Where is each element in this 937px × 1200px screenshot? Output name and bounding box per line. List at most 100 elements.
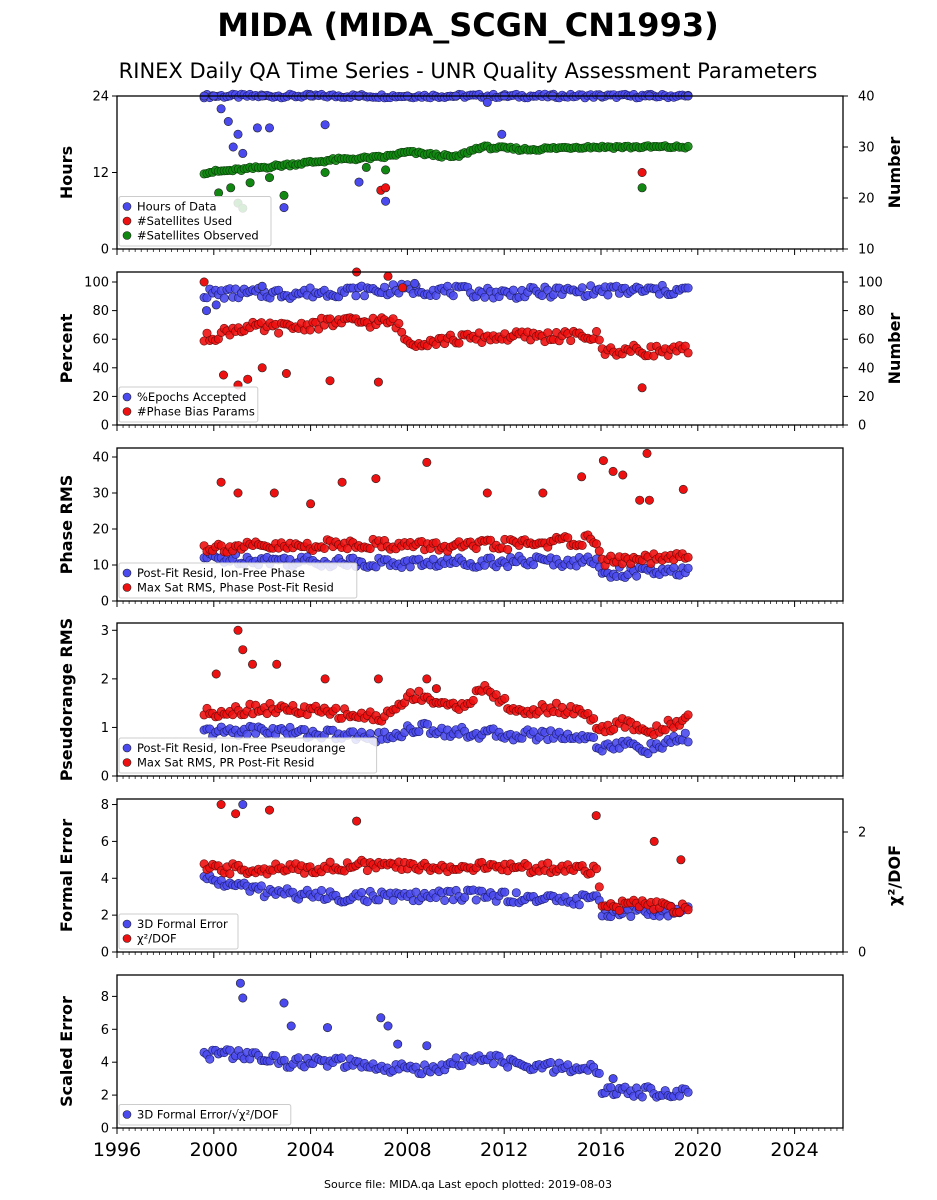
data-point: [316, 885, 326, 895]
data-point: [371, 474, 381, 484]
data-point: [598, 456, 608, 466]
data-point: [471, 895, 481, 905]
data-point: [414, 727, 424, 737]
data-point: [468, 695, 478, 705]
y-tick-label: 2: [101, 672, 109, 687]
data-point: [383, 1021, 393, 1031]
y2-axis-label: Number: [885, 313, 904, 385]
data-point: [365, 544, 375, 554]
data-point: [231, 809, 241, 819]
y2-tick-label: 100: [858, 276, 883, 291]
data-point: [299, 725, 309, 735]
data-point: [381, 196, 391, 206]
data-point: [357, 887, 367, 897]
data-point: [683, 563, 693, 573]
x-tick-label: 2020: [674, 1139, 722, 1161]
data-point: [211, 669, 221, 679]
data-point: [589, 714, 599, 724]
data-point: [618, 470, 628, 480]
data-point: [632, 571, 642, 581]
data-point: [608, 466, 618, 476]
y-tick-label: 60: [92, 333, 109, 348]
data-point: [538, 488, 548, 498]
data-point: [257, 281, 267, 291]
data-point: [508, 285, 518, 295]
source-footer: Source file: MIDA.qa Last epoch plotted:…: [324, 1178, 612, 1191]
data-point: [271, 1051, 281, 1061]
data-point: [683, 737, 693, 747]
data-point: [248, 659, 258, 669]
data-point: [342, 544, 352, 554]
data-point: [683, 283, 693, 293]
y-axis-label: Pseudorange RMS: [57, 618, 76, 781]
data-point: [594, 335, 604, 345]
data-point: [383, 271, 393, 281]
data-point: [320, 168, 330, 178]
x-tick-label: 2000: [190, 1139, 238, 1161]
data-point: [537, 291, 547, 301]
data-point: [225, 869, 235, 879]
data-point: [566, 336, 576, 346]
data-point: [306, 499, 316, 509]
legend-marker: [122, 743, 132, 753]
data-point: [211, 300, 221, 310]
x-tick-label: 2016: [577, 1139, 625, 1161]
data-point: [451, 1053, 461, 1063]
data-point: [202, 306, 212, 316]
data-point: [591, 326, 601, 336]
data-point: [279, 998, 289, 1008]
x-axis: [116, 776, 844, 782]
y-tick-label: 100: [84, 276, 109, 291]
y-tick-label: 6: [101, 835, 109, 850]
data-point: [373, 377, 383, 387]
data-point: [431, 684, 441, 694]
legend-label: #Satellites Used: [137, 214, 232, 228]
data-point: [422, 674, 432, 684]
data-point: [422, 719, 432, 729]
legend-box: [118, 562, 358, 599]
y-tick-label: 80: [92, 304, 109, 319]
data-point: [361, 162, 371, 172]
series-red: [199, 799, 693, 918]
data-point: [503, 544, 513, 554]
data-point: [272, 659, 282, 669]
data-point: [320, 120, 330, 130]
data-point: [242, 729, 252, 739]
data-point: [352, 816, 362, 826]
data-point: [482, 488, 492, 498]
data-point: [649, 351, 659, 361]
legend-marker: [122, 934, 132, 943]
panel-4: 0 1 2 3 Pseudorange RMS Post-Fit Resid, Ion-F…: [57, 618, 844, 785]
legend-box: [118, 196, 272, 247]
data-point: [503, 1062, 513, 1072]
panel-3: 0 10 20 30 40 Phase RMS Post-Fit Resid, Ion-Fr…: [57, 447, 844, 610]
data-point: [325, 376, 335, 386]
data-point: [543, 858, 553, 868]
data-point: [264, 173, 274, 183]
data-point: [256, 881, 266, 891]
data-point: [374, 895, 384, 905]
y-tick-label: 4: [101, 872, 109, 887]
data-point: [252, 123, 262, 133]
data-point: [331, 703, 341, 713]
data-point: [286, 1021, 296, 1031]
y-tick-label: 1: [101, 721, 109, 736]
data-point: [683, 552, 693, 562]
legend: %Epochs Accepted#Phase Bias Params: [118, 386, 259, 423]
data-point: [577, 283, 587, 293]
y-tick-label: 0: [101, 770, 109, 785]
data-point: [482, 97, 492, 107]
data-point: [325, 857, 335, 867]
data-point: [381, 165, 391, 175]
data-point: [608, 1074, 618, 1084]
data-layer: [199, 448, 693, 582]
data-point: [281, 368, 291, 378]
data-point: [511, 888, 521, 898]
y-axis-left: 0 1 2 3: [101, 624, 117, 785]
series-red: [376, 168, 647, 195]
data-point: [305, 325, 315, 335]
y-tick-label: 2: [101, 1089, 109, 1104]
y-axis-left: 0 12 24: [92, 90, 117, 258]
